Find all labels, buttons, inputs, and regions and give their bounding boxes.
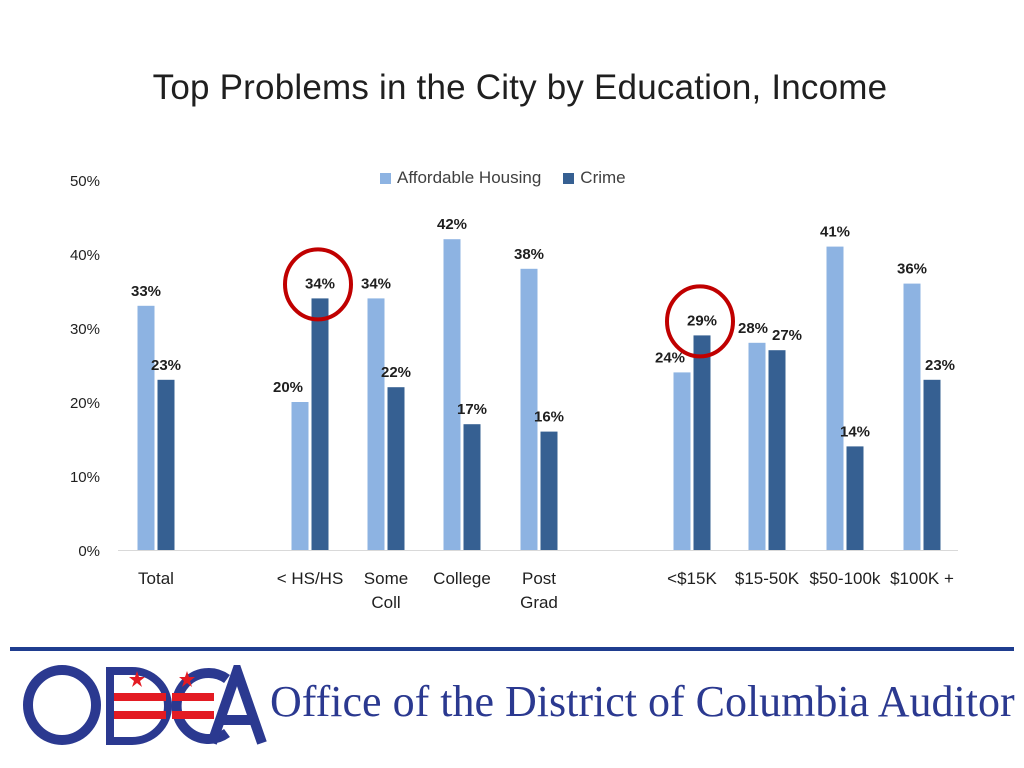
bar-crime-5 (693, 335, 711, 550)
x-tick-label-line: < HS/HS (276, 569, 344, 588)
x-tick-label-line: <$15K (667, 569, 717, 588)
y-tick-label: 10% (70, 469, 100, 486)
data-label: 20% (273, 379, 303, 396)
x-tick-label: Total (111, 567, 201, 591)
data-label: 23% (151, 357, 181, 374)
x-tick-label: Post Grad (494, 567, 584, 615)
y-tick-label: 40% (70, 247, 100, 264)
x-tick-label-line: Coll (371, 593, 401, 612)
odca-logo (22, 655, 267, 752)
data-label: 24% (655, 349, 685, 366)
bar-affordable-housing-6 (748, 342, 766, 550)
legend-item-affordable-housing: Affordable Housing (380, 168, 541, 188)
bar-affordable-housing-7 (826, 246, 844, 550)
x-tick-label: < HS/HS (265, 567, 355, 591)
bar-crime-7 (846, 446, 864, 550)
data-label: 22% (381, 364, 411, 381)
data-label: 36% (897, 261, 927, 278)
x-tick-label: $15-50K (722, 567, 812, 591)
bar-chart: 0% 10% 20% 30% 40% 50% 33% 20% 34% 42% 38% 24% 28% 41… (70, 173, 958, 560)
x-tick-label: $100K + (877, 567, 967, 591)
data-label: 33% (131, 283, 161, 300)
data-label: 29% (687, 312, 717, 329)
legend-label-crime: Crime (580, 168, 626, 187)
footer-rule (10, 647, 1014, 651)
chart-legend: Affordable Housing Crime (380, 168, 626, 188)
x-tick-label-line: $100K + (890, 569, 954, 588)
bar-crime-0 (157, 379, 175, 550)
x-tick-label: $50-100k (800, 567, 890, 591)
x-tick-label: College (417, 567, 507, 591)
y-tick-label: 20% (70, 395, 100, 412)
bar-crime-6 (768, 350, 786, 550)
data-label: 41% (820, 224, 850, 241)
data-label: 34% (361, 275, 391, 292)
chart-title: Top Problems in the City by Education, I… (152, 68, 888, 107)
x-tick-label-line: Some (363, 569, 409, 588)
bar-crime-3 (463, 424, 481, 550)
legend-label-affordable-housing: Affordable Housing (397, 168, 542, 187)
bar-affordable-housing-4 (520, 268, 538, 550)
highlight-circle-1 (665, 284, 735, 359)
bar-affordable-housing-1 (291, 402, 309, 550)
x-tick-label: Some Coll (341, 567, 431, 615)
x-tick-label-line: $15-50K (734, 569, 800, 588)
data-label: 23% (925, 357, 955, 374)
x-tick-label-line: College (433, 569, 491, 588)
x-tick-label-line: Total (138, 569, 174, 588)
bar-affordable-housing-8 (903, 283, 921, 550)
legend-swatch-crime (563, 172, 575, 184)
bar-affordable-housing-2 (367, 298, 385, 550)
bar-affordable-housing-5 (673, 372, 691, 550)
y-tick-label: 30% (70, 321, 100, 338)
data-label: 17% (457, 401, 487, 418)
bar-crime-8 (923, 379, 941, 550)
bar-crime-2 (387, 387, 405, 550)
x-tick-label-line: $50-100k (809, 569, 881, 588)
data-label: 38% (514, 246, 544, 263)
data-label: 34% (305, 275, 335, 292)
bar-affordable-housing-3 (443, 239, 461, 550)
org-name: Office of the District of Columbia Audit… (270, 677, 1015, 726)
y-tick-label: 0% (78, 543, 100, 560)
highlight-circle-0 (283, 247, 353, 322)
bar-crime-4 (540, 431, 558, 550)
bar-crime-1 (311, 298, 329, 550)
y-tick-label: 50% (70, 173, 100, 190)
data-label: 28% (738, 320, 768, 337)
x-tick-label-line: Grad (520, 593, 558, 612)
data-label: 27% (772, 327, 802, 344)
data-label: 14% (840, 423, 870, 440)
x-tick-label: <$15K (647, 567, 737, 591)
x-tick-label-line: Post (521, 569, 557, 588)
legend-swatch-affordable-housing (380, 172, 391, 184)
bar-affordable-housing-0 (137, 305, 155, 550)
legend-item-crime: Crime (563, 168, 626, 188)
data-label: 16% (534, 409, 564, 426)
data-label: 42% (437, 216, 467, 233)
